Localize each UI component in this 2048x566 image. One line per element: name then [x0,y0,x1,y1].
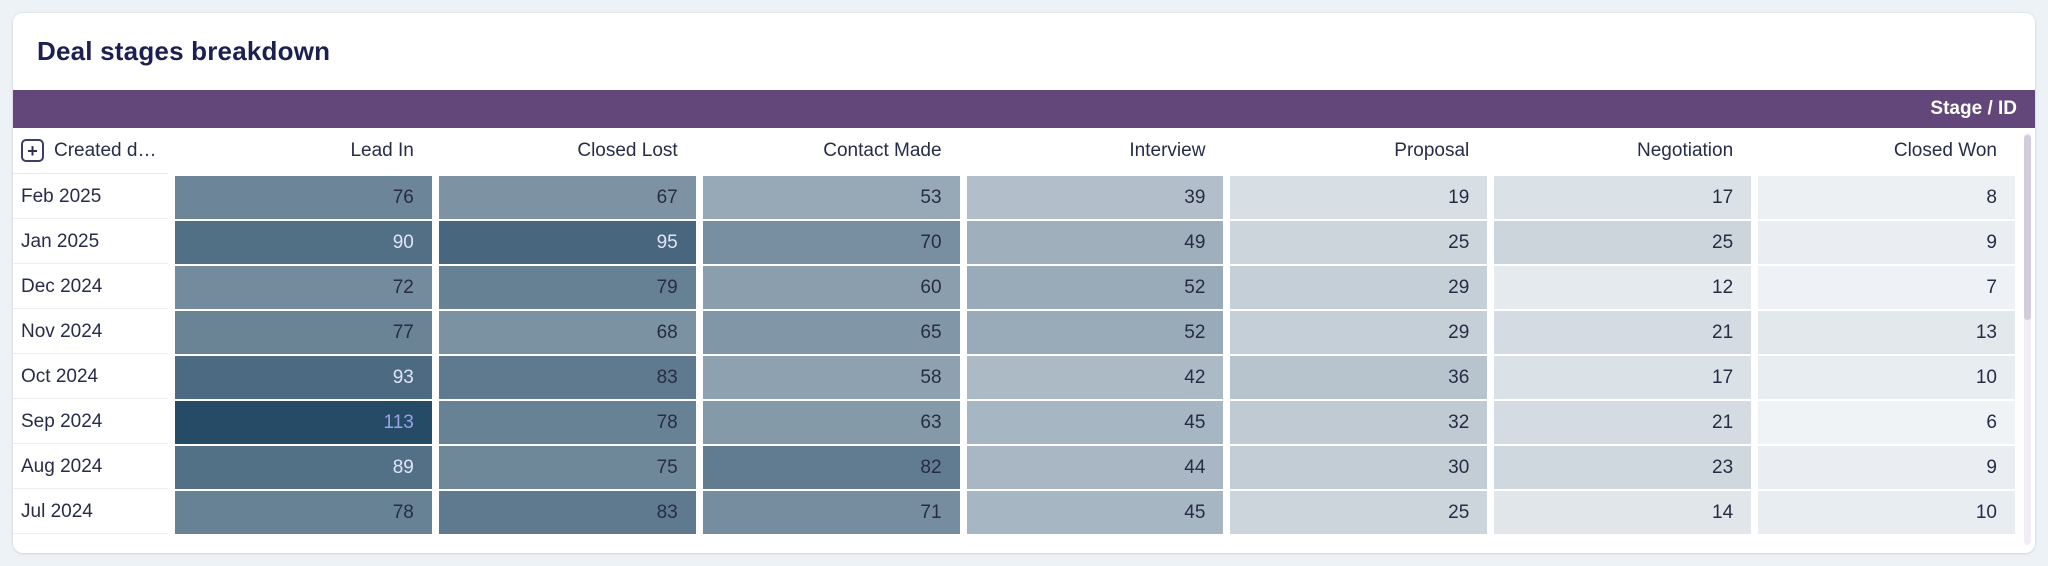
heatmap-cell-feb-2025-closed-lost[interactable]: 67 [438,176,696,219]
column-header-lead-in[interactable]: Lead In [175,128,432,174]
heatmap-cell-aug-2024-contact-made[interactable]: 82 [702,446,960,489]
row-label-nov-2024: Nov 2024 [13,311,168,354]
heatmap-cell-nov-2024-closed-lost[interactable]: 68 [438,311,696,354]
heatmap-cell-jul-2024-closed-lost[interactable]: 83 [438,491,696,534]
heatmap-cell-feb-2025-proposal[interactable]: 19 [1230,176,1488,219]
heatmap-cell-sep-2024-proposal[interactable]: 32 [1230,401,1488,444]
heatmap-cell-oct-2024-closed-won[interactable]: 10 [1758,356,2015,399]
deal-stages-heatmap-table: + Created dat… Lead In Closed Lost Contact… [13,128,2015,534]
row-label-jan-2025: Jan 2025 [13,221,168,264]
heatmap-cell-aug-2024-lead-in[interactable]: 89 [175,446,432,489]
heatmap-cell-jan-2025-interview[interactable]: 49 [966,221,1224,264]
heatmap-cell-aug-2024-proposal[interactable]: 30 [1230,446,1488,489]
heatmap-cell-jan-2025-lead-in[interactable]: 90 [175,221,432,264]
heatmap-cell-sep-2024-closed-lost[interactable]: 78 [438,401,696,444]
row-label-aug-2024: Aug 2024 [13,446,168,489]
heatmap-cell-jan-2025-closed-lost[interactable]: 95 [438,221,696,264]
heatmap-cell-jul-2024-interview[interactable]: 45 [966,491,1224,534]
row-label-dec-2024: Dec 2024 [13,266,168,309]
stage-group-label: Stage / ID [1930,98,2017,119]
heatmap-cell-nov-2024-negotiation[interactable]: 21 [1494,311,1752,354]
heatmap-cell-dec-2024-negotiation[interactable]: 12 [1494,266,1752,309]
row-dimension-label: Created dat… [54,139,164,161]
heatmap-cell-dec-2024-lead-in[interactable]: 72 [175,266,432,309]
heatmap-cell-sep-2024-closed-won[interactable]: 6 [1758,401,2015,444]
heatmap-cell-sep-2024-interview[interactable]: 45 [966,401,1224,444]
heatmap-cell-jul-2024-negotiation[interactable]: 14 [1494,491,1752,534]
heatmap-cell-oct-2024-lead-in[interactable]: 93 [175,356,432,399]
heatmap-cell-dec-2024-proposal[interactable]: 29 [1230,266,1488,309]
row-label-jul-2024: Jul 2024 [13,491,168,534]
heatmap-cell-feb-2025-negotiation[interactable]: 17 [1494,176,1752,219]
column-header-negotiation[interactable]: Negotiation [1494,128,1752,174]
heatmap-cell-feb-2025-closed-won[interactable]: 8 [1758,176,2015,219]
column-header-proposal[interactable]: Proposal [1230,128,1488,174]
heatmap-cell-aug-2024-interview[interactable]: 44 [966,446,1224,489]
heatmap-cell-jan-2025-contact-made[interactable]: 70 [702,221,960,264]
heatmap-cell-oct-2024-proposal[interactable]: 36 [1230,356,1488,399]
deal-stages-widget-card: Deal stages breakdown Stage / ID + Creat… [13,13,2035,553]
row-label-oct-2024: Oct 2024 [13,356,168,399]
heatmap-cell-nov-2024-lead-in[interactable]: 77 [175,311,432,354]
expand-rows-button[interactable]: + [21,139,44,162]
heatmap-cell-dec-2024-closed-lost[interactable]: 79 [438,266,696,309]
vertical-scrollbar-thumb[interactable] [2024,135,2031,320]
heatmap-cell-jan-2025-negotiation[interactable]: 25 [1494,221,1752,264]
column-header-closed-won[interactable]: Closed Won [1758,128,2015,174]
column-header-contact-made[interactable]: Contact Made [702,128,960,174]
heatmap-cell-jul-2024-contact-made[interactable]: 71 [702,491,960,534]
row-dimension-header[interactable]: + Created dat… [13,128,168,174]
heatmap-cell-jan-2025-closed-won[interactable]: 9 [1758,221,2015,264]
stage-group-bar: Stage / ID [13,90,2035,128]
heatmap-cell-feb-2025-interview[interactable]: 39 [966,176,1224,219]
vertical-scrollbar [2024,133,2031,545]
row-label-sep-2024: Sep 2024 [13,401,168,444]
heatmap-cell-oct-2024-interview[interactable]: 42 [966,356,1224,399]
heatmap-cell-oct-2024-negotiation[interactable]: 17 [1494,356,1752,399]
heatmap-cell-jan-2025-proposal[interactable]: 25 [1230,221,1488,264]
widget-title: Deal stages breakdown [37,36,331,66]
heatmap-cell-jul-2024-closed-won[interactable]: 10 [1758,491,2015,534]
column-header-closed-lost[interactable]: Closed Lost [438,128,696,174]
heatmap-cell-aug-2024-negotiation[interactable]: 23 [1494,446,1752,489]
heatmap-cell-nov-2024-proposal[interactable]: 29 [1230,311,1488,354]
heatmap-cell-aug-2024-closed-won[interactable]: 9 [1758,446,2015,489]
heatmap-cell-nov-2024-closed-won[interactable]: 13 [1758,311,2015,354]
heatmap-cell-feb-2025-lead-in[interactable]: 76 [175,176,432,219]
heatmap-cell-dec-2024-interview[interactable]: 52 [966,266,1224,309]
heatmap-cell-oct-2024-closed-lost[interactable]: 83 [438,356,696,399]
heatmap-cell-feb-2025-contact-made[interactable]: 53 [702,176,960,219]
heatmap-cell-jul-2024-proposal[interactable]: 25 [1230,491,1488,534]
heatmap-cell-sep-2024-lead-in[interactable]: 113 [175,401,432,444]
plus-icon: + [27,140,38,161]
heatmap-cell-oct-2024-contact-made[interactable]: 58 [702,356,960,399]
heatmap-cell-nov-2024-interview[interactable]: 52 [966,311,1224,354]
heatmap-cell-aug-2024-closed-lost[interactable]: 75 [438,446,696,489]
heatmap-cell-dec-2024-contact-made[interactable]: 60 [702,266,960,309]
heatmap-cell-nov-2024-contact-made[interactable]: 65 [702,311,960,354]
heatmap-cell-sep-2024-negotiation[interactable]: 21 [1494,401,1752,444]
column-header-interview[interactable]: Interview [966,128,1224,174]
heatmap-cell-jul-2024-lead-in[interactable]: 78 [175,491,432,534]
heatmap-cell-dec-2024-closed-won[interactable]: 7 [1758,266,2015,309]
heatmap-cell-sep-2024-contact-made[interactable]: 63 [702,401,960,444]
row-label-feb-2025: Feb 2025 [13,176,168,219]
